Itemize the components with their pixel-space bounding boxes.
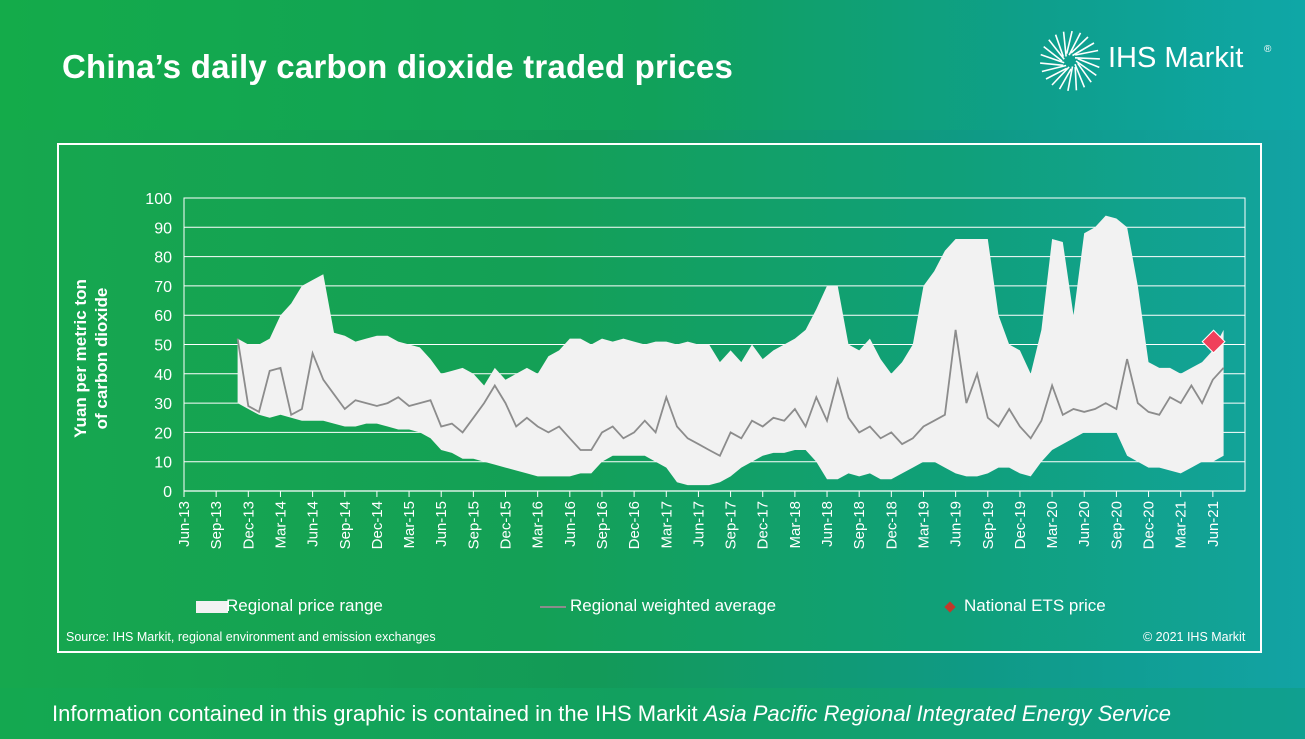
y-tick-label: 80 (154, 250, 172, 267)
footer-text: Information contained in this graphic is… (52, 701, 1171, 727)
page-title: China’s daily carbon dioxide traded pric… (62, 48, 734, 85)
legend-ets-swatch (944, 600, 956, 613)
logo-ray (1067, 66, 1074, 92)
logo-ray (1074, 57, 1100, 60)
legend-average: Regional weighted average (540, 596, 776, 616)
x-tick-label: Jun-16 (562, 501, 579, 547)
x-tick-label: Jun-19 (948, 501, 965, 547)
x-tick-label: Mar-16 (530, 501, 547, 549)
x-tick-label: Mar-20 (1044, 501, 1061, 549)
logo-ray (1065, 30, 1073, 54)
y-tick-label: 40 (154, 367, 172, 384)
x-tick-label: Jun-21 (1205, 501, 1222, 547)
national-ets-marker (1201, 329, 1226, 354)
x-tick-label: Dec-15 (498, 501, 515, 549)
logo-text: IHS Markit (1108, 42, 1244, 74)
logo-ray (1077, 57, 1100, 69)
x-tick-label: Mar-21 (1173, 501, 1190, 549)
logo-ray (1074, 63, 1086, 88)
header-band (0, 0, 1305, 130)
y-tick-label: 60 (154, 308, 172, 325)
y-axis-title: of carbon dioxide (92, 288, 111, 430)
y-tick-label: 90 (154, 220, 172, 237)
x-tick-label: Dec-13 (240, 501, 257, 549)
footer-prefix: Information contained in this graphic is… (52, 701, 704, 726)
y-axis-title: Yuan per metric ton (71, 279, 90, 438)
x-tick-label: Jun-17 (690, 501, 707, 547)
price-range-band (237, 215, 1224, 486)
y-tick-label: 100 (145, 191, 172, 208)
logo-registered-mark: ® (1264, 44, 1272, 55)
x-tick-label: Dec-14 (369, 501, 386, 549)
logo-ray (1054, 34, 1065, 57)
logo-ray (1051, 66, 1070, 86)
footer-band (0, 688, 1305, 739)
logo-ray (1040, 53, 1065, 64)
x-tick-label: Mar-18 (787, 501, 804, 549)
x-tick-label: Sep-17 (723, 501, 740, 549)
x-tick-label: Jun-14 (305, 501, 322, 547)
x-tick-label: Sep-14 (337, 501, 354, 549)
logo-ray (1068, 32, 1082, 56)
x-tick-label: Dec-20 (1141, 501, 1158, 549)
x-tick-label: Jun-18 (819, 501, 836, 547)
x-tick-label: Jun-15 (433, 501, 450, 547)
legend-average-label: Regional weighted average (570, 596, 777, 615)
y-tick-label: 50 (154, 338, 172, 355)
logo-ray (1075, 49, 1099, 56)
legend-average-swatch (540, 605, 566, 608)
x-tick-label: Mar-19 (915, 501, 932, 549)
x-tick-label: Sep-18 (851, 501, 868, 549)
x-tick-label: Mar-17 (658, 501, 675, 549)
x-tick-label: Sep-16 (594, 501, 611, 549)
weighted-average-line (236, 329, 1225, 458)
x-tick-label: Dec-17 (755, 501, 772, 549)
x-tick-label: Mar-14 (272, 501, 289, 549)
logo-ray (1040, 62, 1064, 67)
logo-ray (1058, 68, 1072, 90)
ihs-markit-logo-icon (1040, 30, 1100, 92)
y-tick-label: 70 (154, 279, 172, 296)
logo-ray (1041, 64, 1067, 73)
logo-ray (1070, 36, 1089, 54)
x-tick-label: Dec-18 (883, 501, 900, 549)
logo-ray (1075, 60, 1097, 77)
legend-range-swatch (196, 600, 228, 613)
logo-ray (1072, 42, 1095, 57)
x-tick-label: Jun-13 (176, 501, 193, 547)
footer-service: Asia Pacific Regional Integrated Energy … (703, 701, 1171, 726)
x-tick-label: Sep-13 (208, 501, 225, 549)
logo-ray (1048, 39, 1065, 60)
source-note: Source: IHS Markit, regional environment… (66, 630, 436, 644)
y-tick-label: 20 (154, 425, 172, 442)
legend-ets: National ETS price (944, 596, 1106, 616)
copyright-note: © 2021 IHS Markit (1143, 630, 1246, 644)
legend-range: Regional price range (196, 596, 383, 616)
logo-ray (1043, 45, 1063, 62)
logo-ray (1045, 67, 1068, 80)
x-tick-label: Dec-16 (626, 501, 643, 549)
logo-ray (1077, 62, 1092, 83)
x-tick-label: Dec-19 (1012, 501, 1029, 549)
logo-ray (1062, 31, 1067, 57)
x-tick-label: Sep-19 (980, 501, 997, 549)
legend-ets-label: National ETS price (964, 596, 1106, 615)
y-tick-label: 10 (154, 455, 172, 472)
logo-ray (1074, 66, 1078, 91)
x-tick-label: Jun-20 (1076, 501, 1093, 547)
y-tick-label: 30 (154, 396, 172, 413)
x-tick-label: Sep-15 (465, 501, 482, 549)
x-tick-label: Mar-15 (401, 501, 418, 549)
y-tick-label: 0 (163, 484, 172, 501)
legend-range-label: Regional price range (226, 596, 383, 615)
x-tick-label: Sep-20 (1108, 501, 1125, 549)
